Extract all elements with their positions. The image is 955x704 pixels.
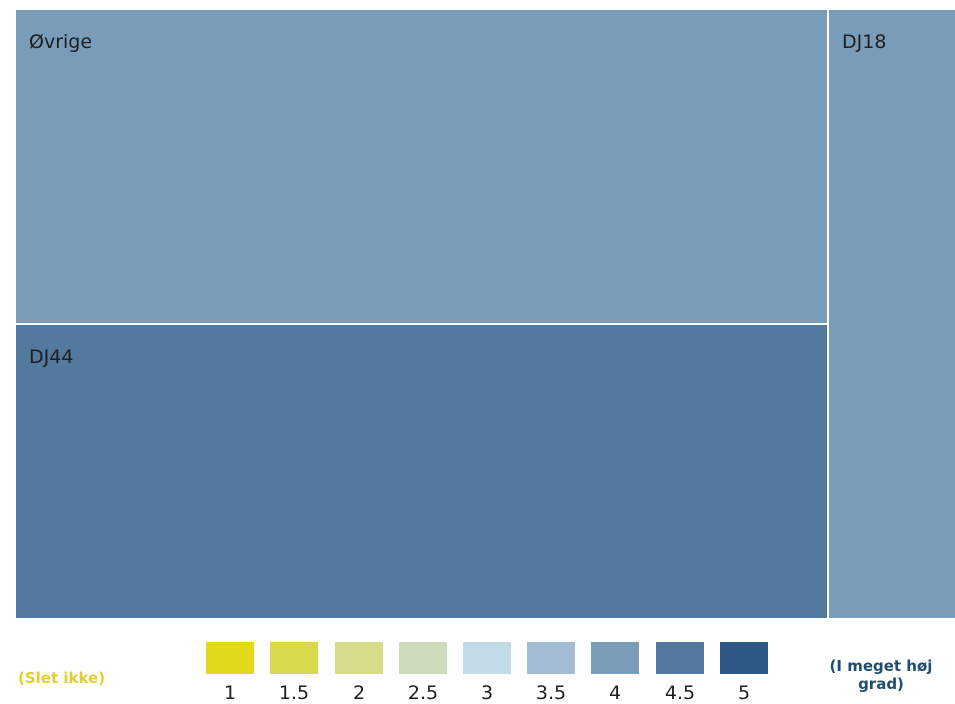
legend-value: 1.5	[278, 682, 310, 704]
legend-low-label: (Slet ikke)	[18, 669, 106, 687]
legend-swatch	[270, 642, 318, 674]
legend-value: 1	[223, 682, 237, 704]
legend-item: 4.5	[656, 642, 704, 704]
tile-dj18[interactable]	[829, 10, 955, 618]
legend-item: 5	[720, 642, 768, 704]
legend-swatch	[527, 642, 575, 674]
legend-value: 2	[352, 682, 366, 704]
legend-swatch	[463, 642, 511, 674]
legend-swatch	[720, 642, 768, 674]
legend-value: 4.5	[664, 682, 696, 704]
tile-ovrige[interactable]	[16, 10, 827, 323]
legend-item: 1	[206, 642, 254, 704]
legend-value: 3	[480, 682, 494, 704]
legend-high-label: (I meget høj grad)	[829, 657, 933, 693]
tile-dj44[interactable]	[16, 325, 827, 618]
legend-item: 3.5	[527, 642, 575, 704]
legend-value: 2.5	[407, 682, 439, 704]
legend-swatch	[206, 642, 254, 674]
legend-item: 2	[335, 642, 383, 704]
legend-swatch	[591, 642, 639, 674]
treemap-chart: Øvrige DJ44 DJ18	[16, 10, 955, 618]
tile-dj44-label: DJ44	[29, 346, 73, 368]
tile-ovrige-label: Øvrige	[29, 31, 92, 53]
tile-dj18-label: DJ18	[842, 31, 886, 53]
legend-swatch	[656, 642, 704, 674]
legend-item: 4	[591, 642, 639, 704]
legend-item: 2.5	[399, 642, 447, 704]
color-legend: (Slet ikke) 1 1.5 2 2.5 3 3.5 4 4.5 5 (I…	[0, 620, 955, 704]
legend-item: 3	[463, 642, 511, 704]
legend-value: 4	[608, 682, 622, 704]
legend-swatch	[335, 642, 383, 674]
legend-value: 5	[737, 682, 751, 704]
legend-value: 3.5	[535, 682, 567, 704]
legend-item: 1.5	[270, 642, 318, 704]
legend-swatch	[399, 642, 447, 674]
